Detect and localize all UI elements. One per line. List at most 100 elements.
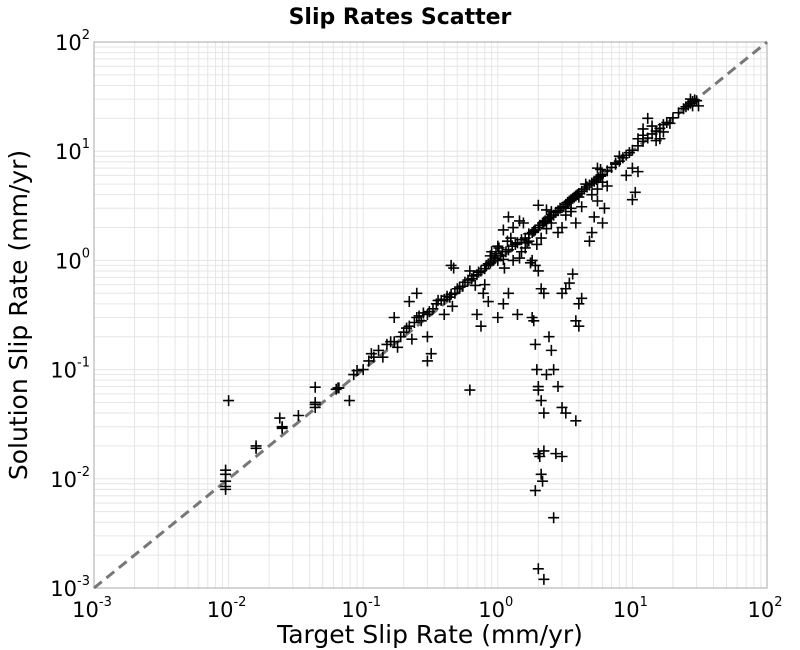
data-point [406,333,418,345]
data-point [591,162,603,174]
data-point [309,398,321,410]
data-point [538,573,550,585]
data-point [583,235,595,247]
data-point [567,268,579,280]
data-point [509,238,521,250]
data-point [556,222,568,234]
data-point [514,252,526,264]
data-point [401,322,413,334]
data-point [529,485,541,497]
data-point [573,320,585,332]
data-point [537,475,549,487]
y-tick-labels: 10-3 10-2 10-1 100 101 102 [50,28,90,601]
data-point [486,246,498,258]
data-point [343,395,355,407]
data-point [507,222,519,234]
data-point [576,201,588,213]
data-point [519,242,531,254]
data-point [351,365,363,377]
data-point [464,384,476,396]
data-point [529,259,541,271]
data-point [482,296,494,308]
data-point [550,448,562,460]
data-point [570,415,582,427]
data-point [525,257,537,269]
data-point [421,331,433,343]
data-point [220,464,232,476]
data-point [220,483,232,495]
data-point [637,123,649,135]
data-point [629,186,641,198]
data-point [565,206,577,218]
data-point [556,451,568,463]
data-point [276,421,288,433]
data-point [538,445,550,457]
chart-title: Slip Rates Scatter [289,5,512,30]
data-point [411,287,423,299]
data-point [532,199,544,211]
data-point [540,223,552,235]
data-point [532,384,544,396]
data-point [449,287,461,299]
data-point [471,308,483,320]
data-point [421,355,433,367]
data-point [492,240,504,252]
data-point [451,283,463,295]
data-point [540,369,552,381]
data-point [502,211,514,223]
data-point [597,217,609,229]
data-point [543,331,555,343]
data-point [373,344,385,356]
data-point [473,266,485,278]
data-point [500,246,512,258]
data-point [560,407,572,419]
data-point [531,364,543,376]
data-point [586,189,598,201]
data-point [545,217,557,229]
data-point [613,150,625,162]
data-point [529,338,541,350]
data-point [492,311,504,323]
y-tick-label: 100 [55,246,90,273]
data-point [274,412,286,424]
data-point [445,259,457,271]
data-point [528,315,540,327]
x-tick-label: 10-1 [341,595,381,622]
data-point [425,348,437,360]
data-point [591,183,603,195]
data-point [532,563,544,575]
data-point [497,298,509,310]
data-point [687,100,699,112]
data-point [521,237,533,249]
data-point [538,287,550,299]
data-point [548,512,560,524]
data-point [388,311,400,323]
data-point [497,224,509,236]
data-point [560,283,572,295]
x-tick-label: 10-2 [207,595,247,622]
data-point [535,283,547,295]
data-point [642,112,654,124]
data-point [415,315,427,327]
data-point [532,265,544,277]
data-point [535,395,547,407]
data-point [610,157,622,169]
data-point [469,279,481,291]
data-point [309,381,321,393]
data-point [535,232,547,244]
data-point [684,93,696,105]
data-point [223,395,235,407]
data-point [626,162,638,174]
data-point [591,195,603,207]
x-tick-label: 102 [747,595,782,622]
data-point [498,262,510,274]
data-point [448,262,460,274]
data-point [535,468,547,480]
data-point [475,320,487,332]
data-point [576,292,588,304]
data-point [601,180,613,192]
data-point [657,126,669,138]
data-point [502,287,514,299]
